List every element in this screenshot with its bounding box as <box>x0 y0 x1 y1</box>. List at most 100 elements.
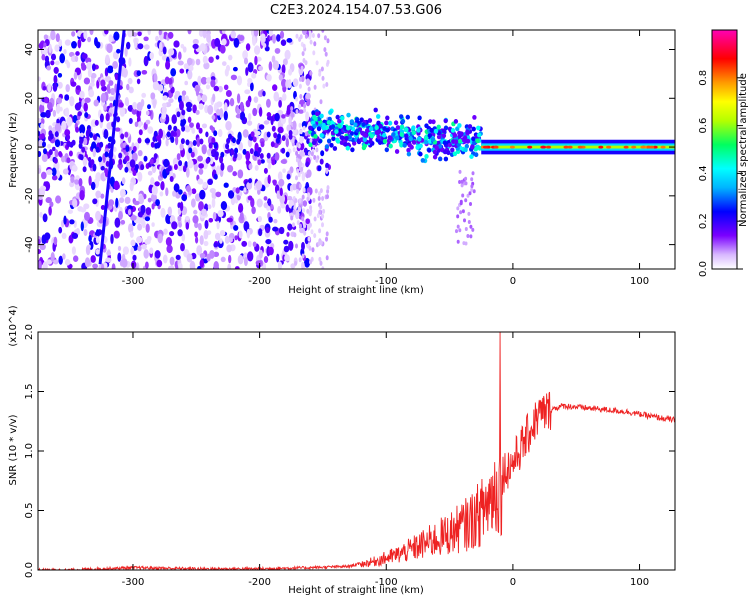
heatmap-cell <box>330 124 336 130</box>
heatmap-cell <box>239 211 244 221</box>
heatmap-cell <box>162 46 167 55</box>
heatmap-cell <box>395 135 400 141</box>
heatmap-cell <box>47 143 51 149</box>
heatmap-cell <box>130 239 136 247</box>
heatmap-cell <box>305 173 309 179</box>
heatmap-cell <box>206 32 211 43</box>
heatmap-cell <box>165 60 171 70</box>
heatmap-cell <box>115 197 119 209</box>
colorbar-gradient <box>711 29 738 270</box>
heatmap-cell <box>83 203 90 210</box>
heatmap-cell <box>83 77 91 85</box>
heatmap-cell <box>458 180 462 184</box>
heatmap-cell <box>369 133 375 139</box>
heatmap-cell <box>418 151 423 157</box>
heatmap-cell <box>51 167 57 177</box>
heatmap-cell <box>177 51 182 60</box>
heatmap-cell <box>73 255 79 263</box>
heatmap-cell <box>172 157 179 166</box>
heatmap-cell <box>307 86 311 92</box>
heatmap-cell <box>173 183 180 193</box>
heatmap-cell <box>340 115 345 121</box>
heatmap-cell <box>245 67 249 76</box>
heatmap-cell <box>165 167 170 174</box>
heatmap-cell <box>471 227 475 232</box>
heatmap-cell <box>109 176 115 187</box>
colorbar-ticks: 0.0 0.2 0.4 0.6 0.8 <box>698 70 743 277</box>
heatmap-cell <box>155 199 160 207</box>
heatmap-cell <box>288 78 292 89</box>
heatmap-cell <box>323 35 327 41</box>
heatmap-cell <box>95 236 100 244</box>
heatmap-cell <box>472 115 477 120</box>
heatmap-cell <box>179 68 185 74</box>
heatmap-cell <box>326 59 330 65</box>
heatmap-cell <box>315 60 319 66</box>
heatmap-cell <box>274 152 280 161</box>
heatmap-cell <box>292 78 299 87</box>
heatmap-cell <box>198 168 204 175</box>
heatmap-cell <box>92 148 97 158</box>
heatmap-cell <box>39 103 45 114</box>
heatmap-cell <box>200 76 208 85</box>
heatmap-cell <box>387 120 393 126</box>
heatmap-cell <box>237 254 244 265</box>
heatmap-cell <box>286 124 292 132</box>
heatmap-cell <box>243 256 248 267</box>
heatmap-cell <box>302 187 306 193</box>
heatmap-cell <box>77 111 83 117</box>
heatmap-cell <box>176 153 181 161</box>
heatmap-cell <box>45 197 52 204</box>
heatmap-cell <box>66 134 71 141</box>
heatmap-cell <box>185 139 190 146</box>
heatmap-cell <box>288 68 293 76</box>
heatmap-cell <box>82 137 88 146</box>
heatmap-cell <box>50 53 57 61</box>
heatmap-cell <box>318 256 322 262</box>
heatmap-cell <box>293 232 297 238</box>
heatmap-cell <box>40 123 45 129</box>
heatmap-cell <box>409 144 414 150</box>
heatmap-cell <box>114 217 121 228</box>
heatmap-cell <box>321 213 325 219</box>
heatmap-cell <box>40 111 47 118</box>
heatmap-cell <box>52 109 57 117</box>
heatmap-cell <box>208 142 213 149</box>
heatmap-cell <box>236 75 243 86</box>
heatmap-cell <box>325 169 329 174</box>
heatmap-cell <box>373 107 378 113</box>
y-tick-label: 40 <box>24 43 35 56</box>
heatmap-cell <box>308 245 312 251</box>
heatmap-cell <box>216 108 221 116</box>
heatmap-cell <box>223 182 229 188</box>
heatmap-cell <box>86 61 92 70</box>
heatmap-cell <box>466 193 470 198</box>
heatmap-cell <box>194 231 198 238</box>
heatmap-cell <box>93 134 97 141</box>
heatmap-cell <box>205 84 211 90</box>
heatmap-cell <box>203 240 209 247</box>
heatmap-cell <box>159 191 164 197</box>
colorbar-tick-label: 0.6 <box>698 118 709 134</box>
heatmap-cell <box>192 43 199 50</box>
heatmap-cell <box>50 30 56 41</box>
heatmap-cell <box>38 260 42 269</box>
heatmap-cell <box>315 157 319 163</box>
heatmap-cell <box>408 136 413 142</box>
heatmap-cell <box>190 151 195 158</box>
heatmap-cell <box>306 196 310 202</box>
heatmap-cell <box>428 119 433 125</box>
heatmap-cell <box>202 181 208 189</box>
heatmap-cell <box>308 125 313 131</box>
heatmap-cell <box>247 195 253 201</box>
heatmap-cell <box>69 96 75 107</box>
snr-x-axis: -300 -200 -100 0 100 <box>122 332 649 588</box>
heatmap-cell <box>161 102 168 108</box>
heatmap-cell <box>193 209 198 215</box>
heatmap-cell <box>209 125 214 131</box>
heatmap-cell <box>266 98 271 108</box>
heatmap-cell <box>305 78 311 86</box>
heatmap-cell <box>315 111 320 117</box>
heatmap-cell <box>471 136 476 142</box>
